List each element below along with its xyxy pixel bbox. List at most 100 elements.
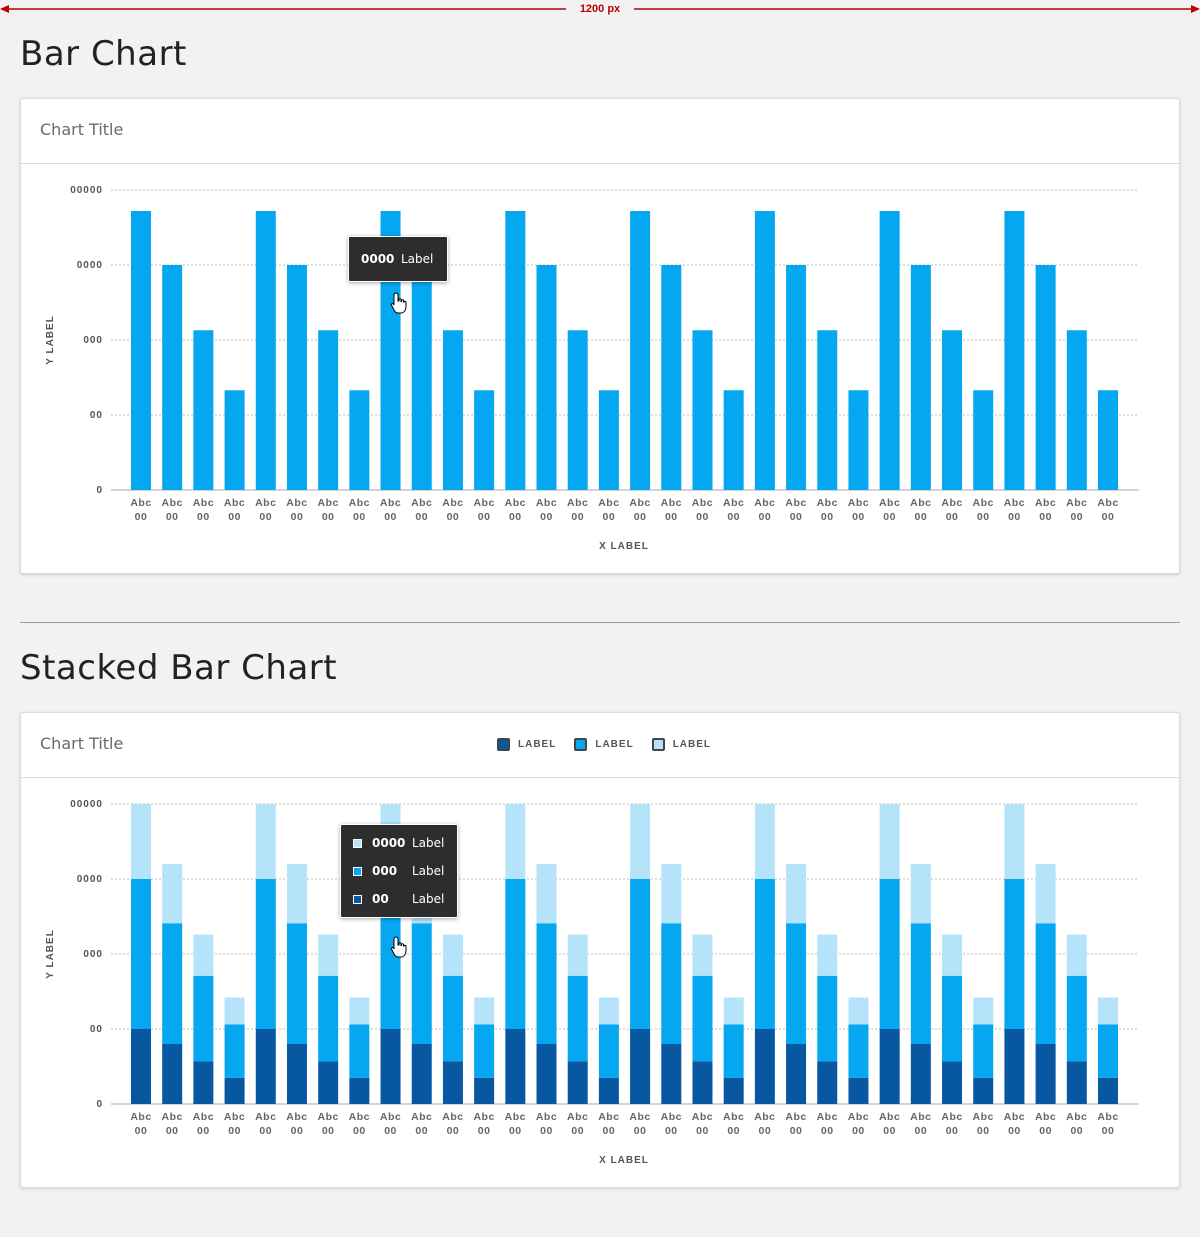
bar-segment-2 bbox=[349, 1024, 370, 1078]
x-tick-label: Abc bbox=[848, 497, 869, 509]
bar-segment-1 bbox=[786, 1044, 807, 1104]
bar-segment-3 bbox=[692, 934, 713, 976]
bar-segment-1 bbox=[474, 1077, 495, 1104]
x-tick-label: Abc bbox=[130, 497, 151, 509]
bar bbox=[474, 390, 495, 490]
bar-segment-2 bbox=[255, 879, 276, 1029]
x-tick-label: 00 bbox=[353, 1125, 366, 1137]
bar-segment-3 bbox=[349, 997, 370, 1025]
bar-chart-header: Chart Title bbox=[21, 99, 1179, 164]
chart-legend: LABEL LABEL LABEL bbox=[497, 738, 729, 751]
ruler-label: 1200 px bbox=[566, 3, 634, 15]
x-tick-label: Abc bbox=[629, 1111, 650, 1123]
bar-segment-1 bbox=[193, 1061, 214, 1104]
x-tick-label: 00 bbox=[571, 1125, 584, 1137]
bar-segment-2 bbox=[910, 923, 931, 1044]
bar-segment-2 bbox=[318, 975, 339, 1062]
bar-segment-2 bbox=[973, 1024, 994, 1078]
x-tick-label: Abc bbox=[286, 1111, 307, 1123]
bar-segment-1 bbox=[349, 1077, 370, 1104]
bar-segment-3 bbox=[224, 997, 245, 1025]
legend-item[interactable]: LABEL bbox=[574, 738, 633, 751]
x-tick-label: Abc bbox=[910, 497, 931, 509]
bar-segment-3 bbox=[131, 804, 151, 879]
bar-segment-3 bbox=[661, 864, 682, 924]
y-tick-label: 0000 bbox=[77, 874, 103, 885]
x-tick-label: Abc bbox=[162, 1111, 183, 1123]
legend-label: LABEL bbox=[518, 739, 557, 750]
bar-segment-1 bbox=[567, 1061, 588, 1104]
bar bbox=[848, 390, 869, 490]
x-tick-label: 00 bbox=[1008, 511, 1021, 523]
x-tick-label: Abc bbox=[661, 1111, 682, 1123]
bar-chart-heading: Bar Chart bbox=[20, 34, 187, 74]
x-tick-label: Abc bbox=[567, 1111, 588, 1123]
x-tick-label: 00 bbox=[1039, 1125, 1052, 1137]
bar-segment-1 bbox=[598, 1077, 619, 1104]
y-tick-label: 00000 bbox=[70, 799, 103, 810]
bar bbox=[255, 211, 276, 490]
x-tick-label: 00 bbox=[415, 1125, 428, 1137]
bar-segment-3 bbox=[255, 804, 276, 879]
bar-segment-3 bbox=[817, 934, 838, 976]
x-tick-label: Abc bbox=[411, 1111, 432, 1123]
x-tick-label: 00 bbox=[914, 1125, 927, 1137]
tooltip-row: 0000 Label bbox=[349, 237, 447, 281]
x-tick-label: Abc bbox=[879, 1111, 900, 1123]
legend-label: LABEL bbox=[672, 739, 712, 750]
x-axis-label: X LABEL bbox=[599, 1155, 649, 1166]
bar-segment-3 bbox=[848, 997, 869, 1025]
x-tick-label: Abc bbox=[754, 497, 775, 509]
bar-segment-1 bbox=[910, 1044, 931, 1104]
x-axis-label: X LABEL bbox=[599, 541, 649, 552]
bar-segment-1 bbox=[411, 1044, 432, 1104]
x-tick-label: Abc bbox=[255, 497, 276, 509]
x-tick-label: Abc bbox=[785, 1111, 806, 1123]
x-tick-label: Abc bbox=[1097, 497, 1118, 509]
bar-segment-2 bbox=[1066, 975, 1087, 1062]
x-tick-label: Abc bbox=[536, 1111, 557, 1123]
bar-segment-3 bbox=[193, 934, 214, 976]
x-tick-label: 00 bbox=[727, 1125, 740, 1137]
legend-item[interactable]: LABEL bbox=[651, 738, 712, 751]
x-tick-label: 00 bbox=[665, 1125, 678, 1137]
bar-segment-2 bbox=[598, 1024, 619, 1078]
bar-segment-2 bbox=[692, 975, 713, 1062]
x-tick-label: Abc bbox=[692, 497, 713, 509]
bar-segment-1 bbox=[224, 1077, 245, 1104]
x-tick-label: Abc bbox=[505, 1111, 526, 1123]
x-tick-label: 00 bbox=[447, 511, 460, 523]
x-tick-label: 00 bbox=[665, 511, 678, 523]
x-tick-label: Abc bbox=[442, 497, 463, 509]
bar bbox=[536, 265, 557, 490]
x-tick-label: 00 bbox=[197, 1125, 210, 1137]
bar bbox=[1004, 211, 1025, 490]
bar-segment-3 bbox=[630, 804, 651, 879]
x-tick-label: Abc bbox=[255, 1111, 276, 1123]
bar-tooltip: 0000 Label bbox=[348, 236, 448, 282]
bar-segment-3 bbox=[1035, 864, 1056, 924]
bar-segment-1 bbox=[692, 1061, 713, 1104]
bar-segment-1 bbox=[318, 1061, 339, 1104]
bar bbox=[786, 265, 807, 490]
x-tick-label: Abc bbox=[723, 1111, 744, 1123]
bar-segment-1 bbox=[162, 1044, 183, 1104]
x-tick-label: 00 bbox=[478, 1125, 491, 1137]
x-tick-label: 00 bbox=[384, 511, 397, 523]
bar-segment-3 bbox=[754, 804, 775, 879]
bar-segment-2 bbox=[567, 975, 588, 1062]
y-tick-label: 00 bbox=[90, 410, 103, 421]
x-tick-label: 00 bbox=[696, 1125, 709, 1137]
bar-segment-1 bbox=[442, 1061, 463, 1104]
x-tick-label: Abc bbox=[505, 497, 526, 509]
tooltip-label: Label bbox=[412, 892, 445, 906]
x-tick-label: 00 bbox=[759, 511, 772, 523]
legend-item[interactable]: LABEL bbox=[497, 738, 556, 751]
y-tick-label: 00000 bbox=[70, 185, 103, 196]
x-tick-label: 00 bbox=[540, 511, 553, 523]
bar bbox=[286, 265, 307, 490]
x-tick-label: Abc bbox=[162, 497, 183, 509]
bar-segment-3 bbox=[567, 934, 588, 976]
x-tick-label: Abc bbox=[193, 497, 214, 509]
x-tick-label: 00 bbox=[759, 1125, 772, 1137]
